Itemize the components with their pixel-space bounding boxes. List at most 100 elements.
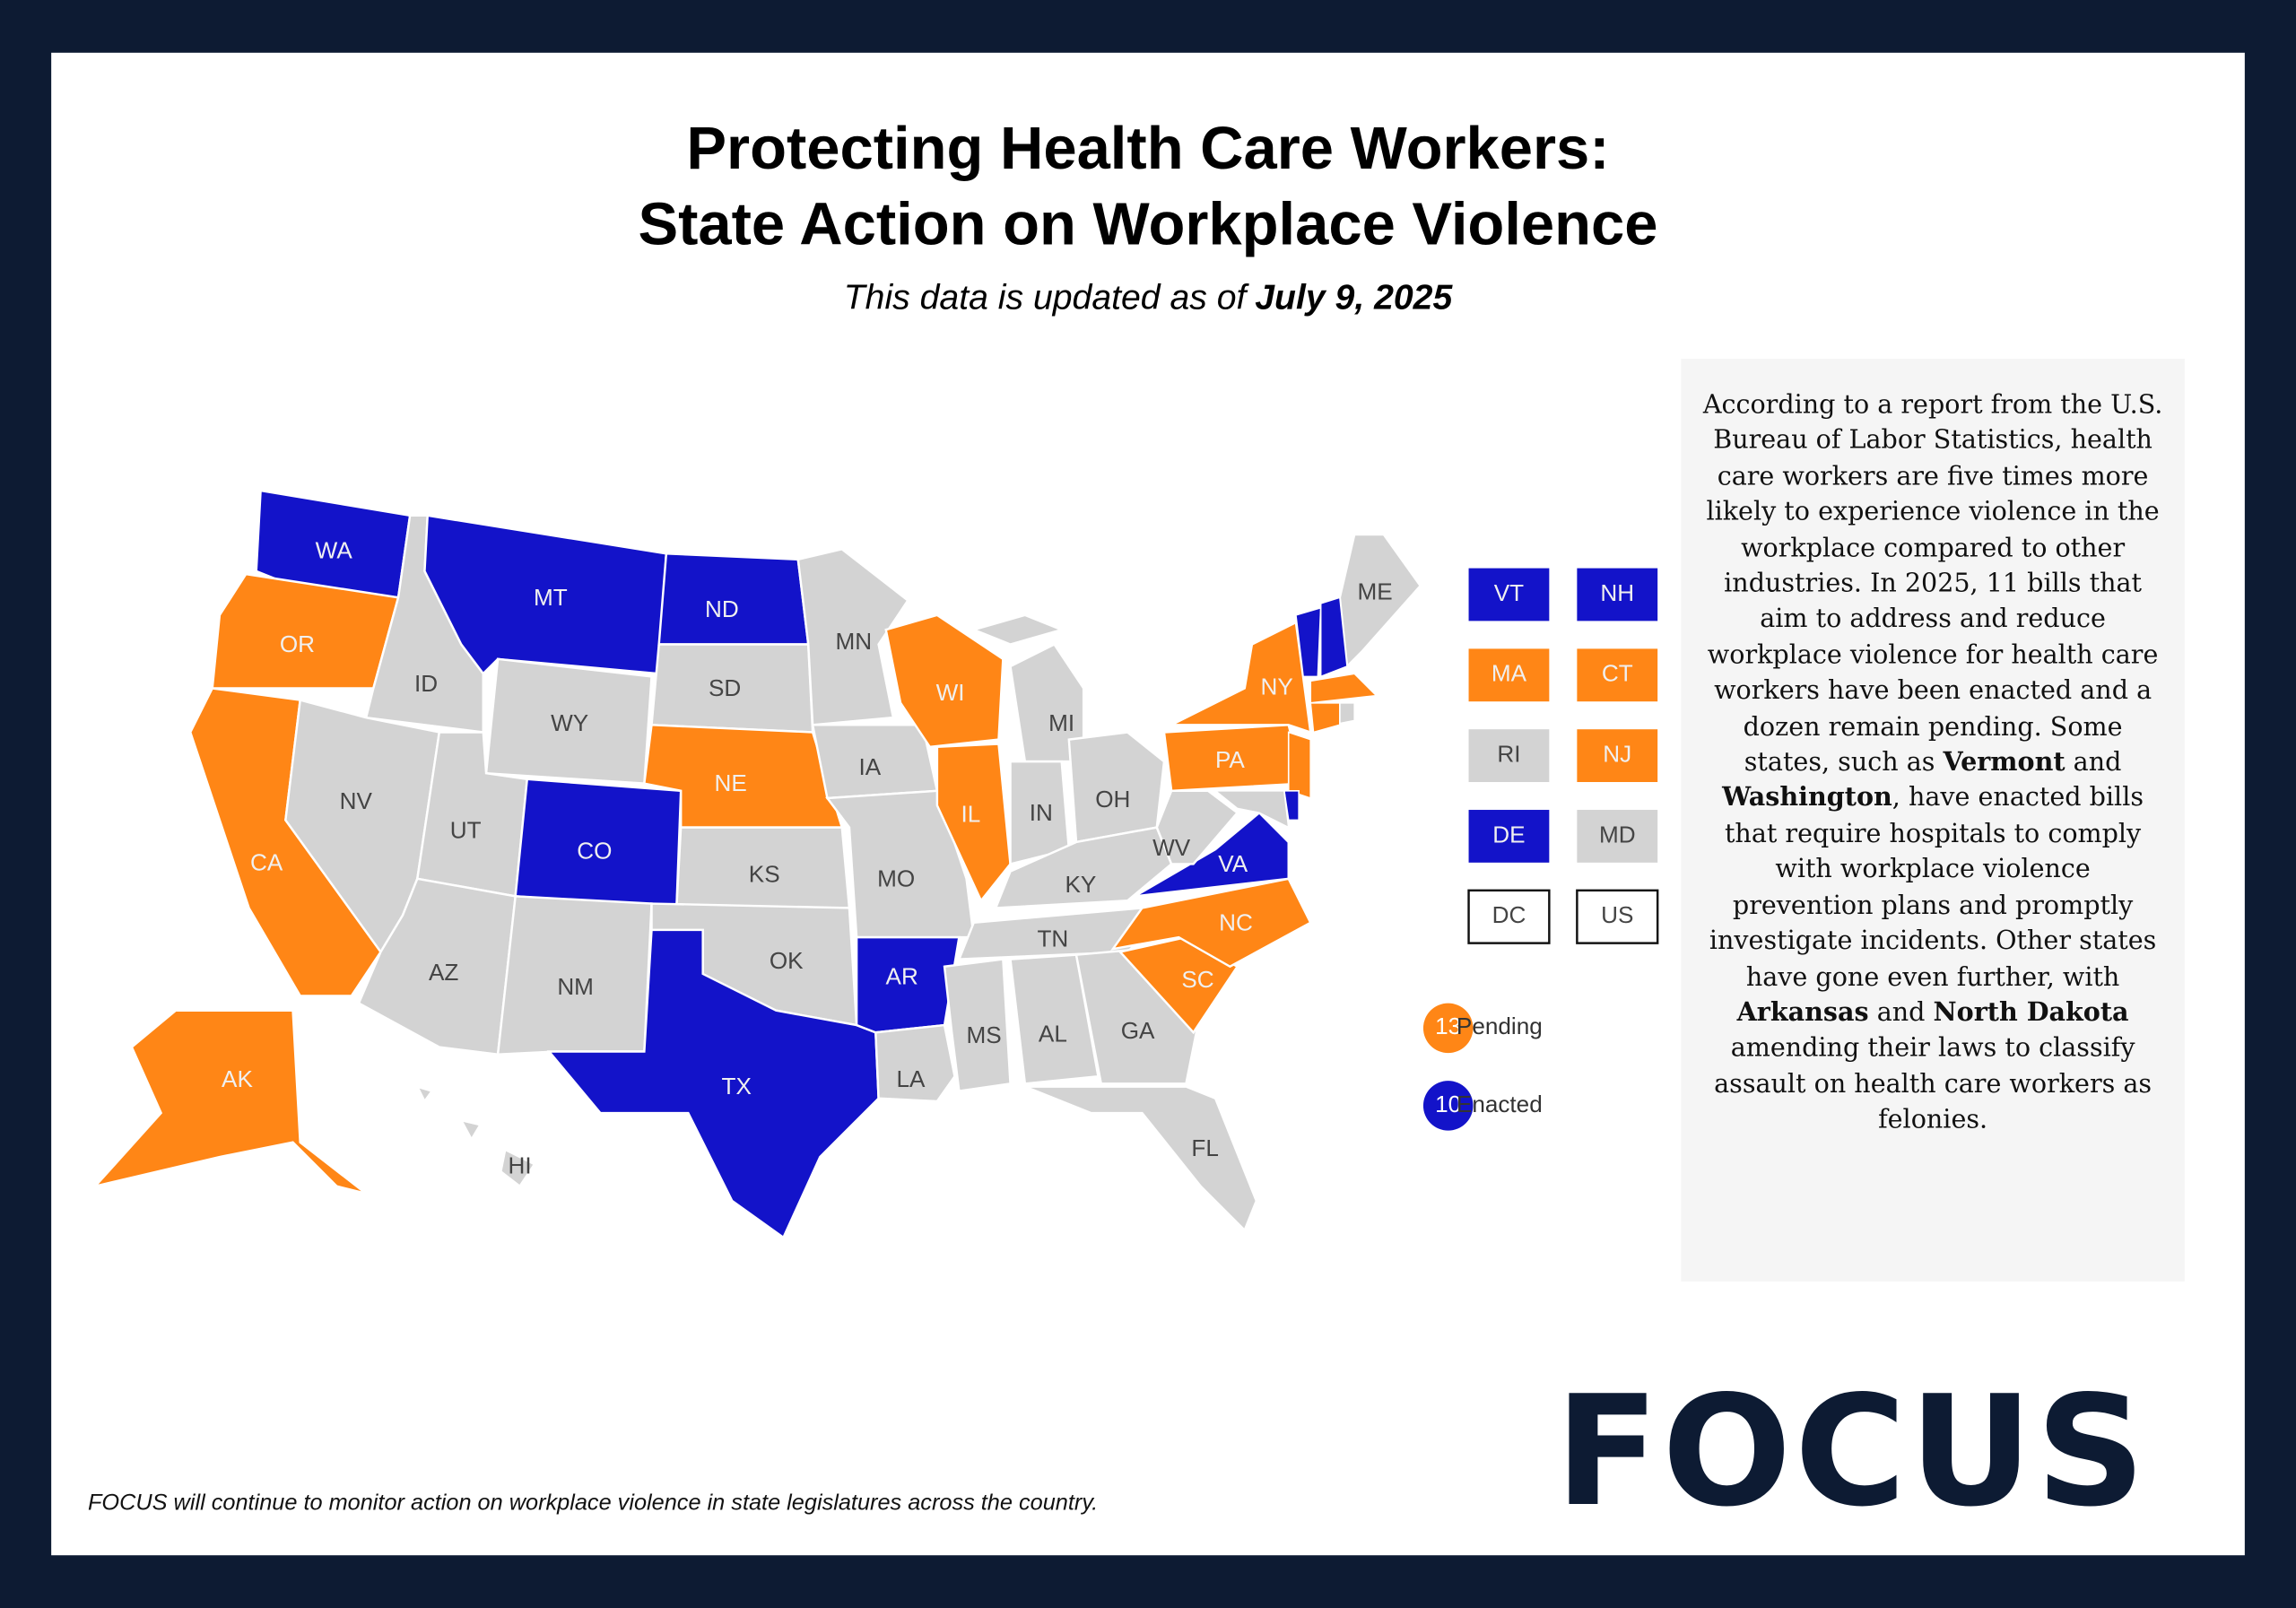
callout-box: [1468, 729, 1550, 783]
legend-count: 13: [1435, 1013, 1461, 1039]
state-label: WI: [936, 679, 965, 706]
state-shape: [884, 613, 1004, 749]
callout-box: [1468, 810, 1550, 863]
subtitle-date: July 9, 2025: [1255, 278, 1453, 318]
state-label: TX: [722, 1073, 752, 1100]
legend-label: Enacted: [1457, 1091, 1543, 1117]
callout-label: MA: [1492, 660, 1527, 687]
callout-box: [1577, 729, 1658, 783]
state-label: WV: [1152, 834, 1191, 861]
footer-note: FOCUS will continue to monitor action on…: [87, 1491, 1099, 1517]
state-label: KY: [1065, 871, 1096, 898]
paragraph-run: and: [2073, 748, 2122, 778]
state-label: AK: [222, 1065, 253, 1092]
state-label: MN: [836, 628, 873, 655]
state-label: AZ: [429, 959, 458, 986]
state-shape: [458, 1118, 483, 1142]
state-label: CO: [577, 837, 612, 864]
callout-box: [1467, 889, 1551, 944]
state-shape: [500, 1148, 536, 1188]
state-shape: [1319, 596, 1348, 678]
paragraph-run: According to a report from the U.S. Bure…: [1702, 391, 2163, 778]
state-shape: [1024, 1085, 1258, 1232]
legend-dot: [1422, 1003, 1474, 1054]
state-label: MO: [877, 865, 915, 891]
state-shape: [1287, 731, 1312, 800]
state-label: IL: [961, 800, 981, 827]
callout-box: [1576, 889, 1659, 944]
state-shape: [1339, 702, 1356, 725]
state-label: TN: [1037, 925, 1068, 952]
state-label: MS: [967, 1021, 1002, 1048]
title-line: Protecting Health Care Workers:: [686, 114, 1610, 182]
state-shape: [1067, 731, 1166, 844]
subtitle: This data is updated as of July 9, 2025: [0, 278, 2296, 319]
paragraph-run: Washington: [1722, 784, 1892, 814]
paragraph-run: and: [1876, 998, 1926, 1029]
state-label: ME: [1357, 578, 1392, 604]
state-shape: [1118, 935, 1239, 1035]
state-shape: [943, 958, 1012, 1092]
subtitle-text: This data is updated as of: [843, 278, 1247, 318]
callout-label: US: [1601, 901, 1633, 928]
state-label: SD: [709, 674, 741, 701]
legend-label: Pending: [1457, 1013, 1543, 1039]
state-label: LA: [897, 1065, 926, 1092]
state-shape: [1213, 789, 1290, 830]
state-shape: [546, 928, 880, 1239]
info-paragraph: According to a report from the U.S. Bure…: [1681, 359, 2185, 1282]
callout-box: [1468, 648, 1550, 702]
state-shape: [1009, 953, 1100, 1085]
state-label: GA: [1121, 1017, 1155, 1044]
paragraph-run: North Dakota: [1933, 998, 2129, 1029]
state-shape: [1295, 606, 1322, 678]
state-label: NE: [715, 769, 747, 796]
callout-label: CT: [1602, 660, 1633, 687]
state-shape: [1110, 877, 1312, 969]
state-shape: [874, 1023, 956, 1103]
legend-count: 10: [1435, 1091, 1461, 1117]
state-label: WY: [551, 709, 588, 736]
paragraph-run: Vermont: [1943, 748, 2066, 778]
state-label: SC: [1181, 966, 1213, 993]
state-shape: [970, 613, 1065, 646]
state-label: MI: [1048, 709, 1074, 736]
state-label: NY: [1261, 673, 1293, 700]
state-label: CA: [250, 848, 283, 875]
state-label: MT: [534, 584, 568, 611]
paragraph-run: Arkansas: [1736, 998, 1869, 1029]
legend-dot: [1422, 1081, 1474, 1131]
state-label: ND: [705, 595, 739, 622]
callout-label: DE: [1492, 821, 1525, 847]
state-label: IA: [858, 753, 881, 780]
state-label: OH: [1095, 786, 1130, 813]
paragraph-run: amending their laws to classify assault …: [1714, 1034, 2152, 1135]
state-label: VA: [1218, 850, 1248, 877]
logo: FOCUS: [1554, 1361, 2149, 1541]
state-label: IN: [1030, 799, 1053, 826]
callout-box: [1468, 568, 1550, 621]
callout-label: VT: [1494, 579, 1524, 606]
state-shape: [1309, 702, 1341, 734]
callout-label: NH: [1600, 579, 1634, 606]
callout-label: DC: [1492, 901, 1526, 928]
state-label: NV: [340, 787, 373, 814]
callout-box: [1577, 648, 1658, 702]
callout-label: MD: [1599, 821, 1636, 847]
callout-label: NJ: [1603, 741, 1631, 768]
state-shape: [796, 548, 909, 726]
state-label: PA: [1215, 746, 1245, 773]
state-label: KS: [749, 860, 780, 887]
paragraph-run: , have enacted bills that require hospit…: [1709, 784, 2157, 993]
callout-label: RI: [1497, 741, 1520, 768]
state-shape: [91, 1009, 367, 1195]
state-label: ID: [414, 670, 438, 697]
state-shape: [935, 743, 1012, 903]
state-shape: [1170, 621, 1312, 734]
state-label: AR: [886, 963, 918, 990]
callout-box: [1577, 568, 1658, 621]
state-shape: [211, 572, 400, 690]
state-label: UT: [450, 816, 482, 843]
